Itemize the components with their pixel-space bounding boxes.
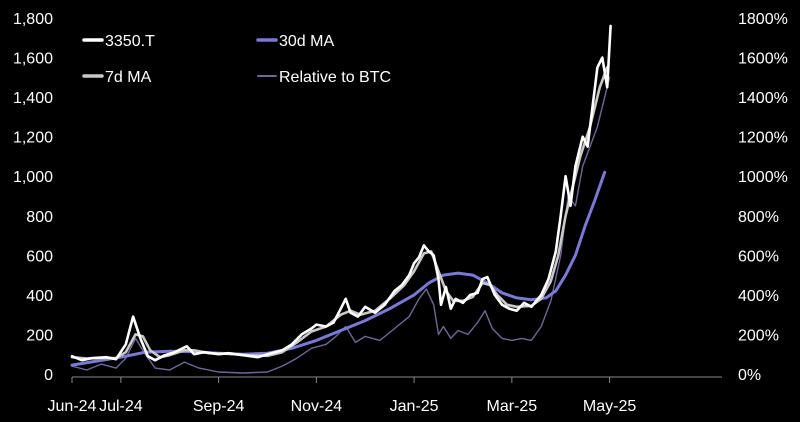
left-tick-label: 1,800 — [13, 11, 53, 28]
x-tick-label: Jan-25 — [390, 398, 439, 415]
left-tick-label: 400 — [26, 288, 53, 305]
right-tick-label: 400% — [738, 288, 779, 305]
left-tick-label: 1,600 — [13, 51, 53, 68]
legend-label-30d-ma: 30d MA — [279, 33, 334, 50]
series-line-relative-to-btc — [71, 76, 611, 374]
right-tick-label: 1000% — [738, 169, 788, 186]
right-tick-label: 600% — [738, 248, 779, 265]
left-axis: 0 200 400 600 800 1,000 1,200 1,400 1,600 1,800 — [13, 11, 53, 384]
right-tick-label: 1600% — [738, 51, 788, 68]
x-tick-label: Jun-24 — [48, 398, 97, 415]
x-tick-label: Sep-24 — [193, 398, 245, 415]
left-tick-label: 200 — [26, 327, 53, 344]
right-tick-label: 1400% — [738, 90, 788, 107]
legend-label-7d-ma: 7d MA — [105, 69, 152, 86]
left-tick-label: 0 — [44, 367, 53, 384]
legend-label-relative-to-btc: Relative to BTC — [279, 69, 391, 86]
x-tick-label: Nov-24 — [291, 398, 343, 415]
right-tick-label: 200% — [738, 327, 779, 344]
left-tick-label: 1,200 — [13, 130, 53, 147]
right-axis: 0% 200% 400% 600% 800% 1000% 1200% 1400% 1600% 18… — [738, 11, 788, 384]
right-tick-label: 0% — [738, 367, 761, 384]
x-tick-label: Mar-25 — [487, 398, 538, 415]
left-tick-label: 800 — [26, 209, 53, 226]
legend-label-3350t: 3350.T — [105, 33, 155, 50]
series-line-3350-t — [70, 24, 612, 362]
left-tick-label: 600 — [26, 248, 53, 265]
series-layer — [70, 24, 612, 374]
x-axis: Jun-24 Jul-24 Sep-24 Nov-24 Jan-25 Mar-25 May-… — [48, 377, 636, 415]
right-tick-label: 800% — [738, 209, 779, 226]
right-tick-label: 1800% — [738, 11, 788, 28]
x-tick-label: Jul-24 — [99, 398, 143, 415]
x-tick-label: May-25 — [583, 398, 636, 415]
left-tick-label: 1,400 — [13, 90, 53, 107]
legend: 3350.T 7d MA 30d MA Relative to BTC — [82, 33, 391, 86]
right-tick-label: 1200% — [738, 130, 788, 147]
left-tick-label: 1,000 — [13, 169, 53, 186]
